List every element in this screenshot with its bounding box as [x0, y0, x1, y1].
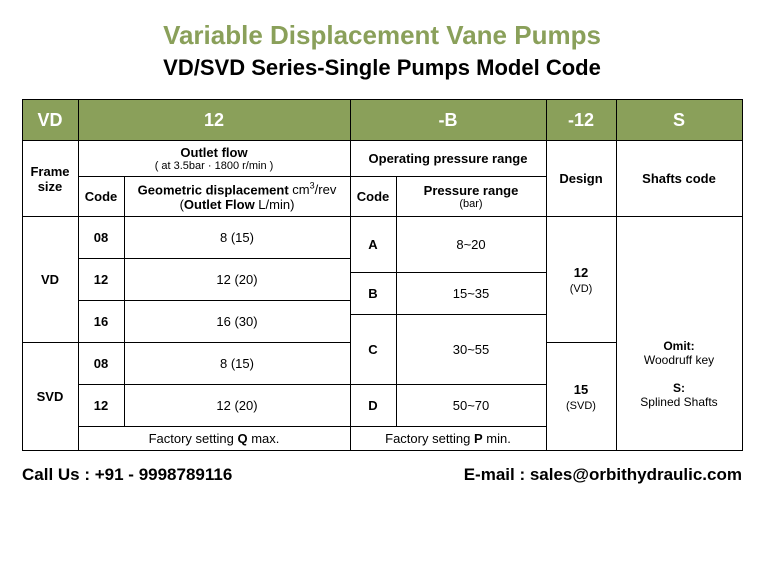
frame-size-label: Frame size — [22, 141, 78, 217]
main-title: Variable Displacement Vane Pumps — [20, 20, 744, 51]
phone-block: Call Us : +91 - 9998789116 — [22, 465, 232, 485]
design-svd-num: 15 — [574, 382, 588, 397]
flow-val-4: 12 (20) — [124, 385, 350, 427]
hdr-s: S — [616, 100, 742, 141]
flow-val-3: 8 (15) — [124, 343, 350, 385]
press-unit: (bar) — [399, 198, 544, 210]
s-label: S: — [673, 381, 685, 395]
press-val-3: 50~70 — [396, 385, 546, 427]
press-val-1: 15~35 — [396, 273, 546, 315]
header-row: VD 12 -B -12 S — [22, 100, 742, 141]
contact-footer: Call Us : +91 - 9998789116 E-mail : sale… — [22, 465, 742, 485]
sub-title: VD/SVD Series-Single Pumps Model Code — [20, 55, 744, 81]
flow-code-0: 08 — [78, 217, 124, 259]
model-code-table: VD 12 -B -12 S Frame size Outlet flow ( … — [22, 99, 743, 451]
factory-p: Factory setting P min. — [350, 427, 546, 451]
flow-code-2: 16 — [78, 301, 124, 343]
geo-disp-label: Geometric displacement cm3/rev (Outlet F… — [124, 177, 350, 217]
shafts-cell: Omit: Woodruff key S: Splined Shafts — [616, 217, 742, 451]
page-container: Variable Displacement Vane Pumps VD/SVD … — [0, 0, 764, 485]
factory-q: Factory setting Q max. — [78, 427, 350, 451]
phone-number: +91 - 9998789116 — [95, 465, 233, 484]
hdr-minus12: -12 — [546, 100, 616, 141]
press-range-label: Pressure range (bar) — [396, 177, 546, 217]
design-vd-note: (VD) — [570, 283, 593, 295]
omit-label: Omit: — [663, 339, 694, 353]
press-code-3: D — [350, 385, 396, 427]
press-val-2: 30~55 — [396, 315, 546, 385]
geo-disp-text: Geometric displacement — [138, 182, 289, 197]
design-svd-note: (SVD) — [566, 400, 596, 412]
flow-val-2: 16 (30) — [124, 301, 350, 343]
outlet-flow-note: ( at 3.5bar · 1800 r/min ) — [81, 160, 348, 172]
flow-val-0: 8 (15) — [124, 217, 350, 259]
flow-val-1: 12 (20) — [124, 259, 350, 301]
label-row-1: Frame size Outlet flow ( at 3.5bar · 180… — [22, 141, 742, 177]
flow-code-4: 12 — [78, 385, 124, 427]
press-code-2: C — [350, 315, 396, 385]
design-svd-cell: 15 (SVD) — [546, 343, 616, 451]
s-val: Splined Shafts — [640, 395, 717, 409]
email-block: E-mail : sales@orbithydraulic.com — [464, 465, 742, 485]
hdr-b: -B — [350, 100, 546, 141]
press-val-0: 8~20 — [396, 217, 546, 273]
outflow-unit: L/min) — [255, 197, 295, 212]
shafts-label: Shafts code — [616, 141, 742, 217]
call-label: Call Us : — [22, 465, 95, 484]
email-addr: sales@orbithydraulic.com — [530, 465, 742, 484]
data-row-1a: VD 08 8 (15) A 8~20 12 (VD) Omit: Woodru… — [22, 217, 742, 245]
press-range-text: Pressure range — [399, 183, 544, 198]
omit-val: Woodruff key — [644, 353, 714, 367]
design-vd-cell: 12 (VD) — [546, 217, 616, 343]
op-range-label: Operating pressure range — [350, 141, 546, 177]
design-label: Design — [546, 141, 616, 217]
hdr-12: 12 — [78, 100, 350, 141]
email-label: E-mail : — [464, 465, 530, 484]
code-label-2: Code — [350, 177, 396, 217]
flow-code-3: 08 — [78, 343, 124, 385]
frame-vd: VD — [22, 217, 78, 343]
hdr-vd: VD — [22, 100, 78, 141]
outflow-lbl: Outlet Flow — [184, 197, 255, 212]
outlet-flow-text: Outlet flow — [81, 145, 348, 160]
press-code-0: A — [350, 217, 396, 273]
flow-code-1: 12 — [78, 259, 124, 301]
design-vd-num: 12 — [574, 265, 588, 280]
outlet-flow-label: Outlet flow ( at 3.5bar · 1800 r/min ) — [78, 141, 350, 177]
geo-unit: cm3/rev — [292, 182, 336, 197]
frame-svd: SVD — [22, 343, 78, 451]
code-label-1: Code — [78, 177, 124, 217]
press-code-1: B — [350, 273, 396, 315]
